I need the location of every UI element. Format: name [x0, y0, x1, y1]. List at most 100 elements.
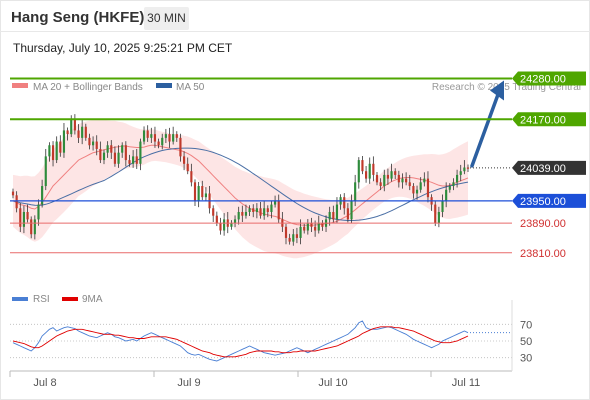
- legend-swatch-ma20: [12, 83, 28, 88]
- candle-body: [66, 130, 69, 135]
- candle: [455, 169, 459, 188]
- legend-swatch-ma50: [156, 83, 172, 88]
- main-plot: [11, 80, 504, 259]
- candle-body: [88, 137, 91, 146]
- candle: [426, 171, 430, 203]
- candle: [335, 197, 339, 224]
- candle-body: [70, 119, 73, 135]
- candle-body: [321, 223, 324, 227]
- candle-body: [212, 208, 215, 216]
- candle-body: [179, 137, 182, 157]
- candle-body: [135, 156, 138, 164]
- candle: [161, 133, 164, 150]
- candle-body: [455, 174, 459, 183]
- candle-body: [357, 160, 360, 183]
- candle: [448, 183, 451, 193]
- candle: [197, 181, 200, 208]
- level-tag-resistance: 24170.00: [512, 112, 586, 127]
- candle: [372, 156, 375, 182]
- candle: [37, 199, 40, 226]
- level-tag-bg: [512, 193, 586, 208]
- candle: [204, 187, 208, 202]
- instrument-title: Hang Seng (HKFE): [11, 9, 145, 26]
- candle: [237, 206, 240, 225]
- candle: [84, 123, 87, 141]
- level-value: 23810.00: [520, 248, 566, 260]
- candle: [219, 217, 222, 235]
- candle: [117, 145, 120, 168]
- candle-body: [437, 211, 440, 224]
- candle-body: [405, 178, 408, 183]
- candle-body: [186, 163, 189, 172]
- candle: [59, 135, 62, 157]
- candle-body: [51, 145, 55, 161]
- candle: [303, 223, 306, 234]
- candle-body: [292, 234, 295, 242]
- candle: [364, 166, 368, 183]
- level-tag-pivot: 23950.00: [512, 193, 586, 208]
- candle-body: [277, 200, 280, 220]
- ma20-line: [12, 144, 469, 226]
- candle-body: [175, 134, 178, 138]
- candle: [179, 133, 182, 162]
- x-tick-label: Jul 10: [318, 377, 347, 389]
- candle: [124, 141, 127, 167]
- candle: [48, 142, 51, 162]
- level-tag-resistance: 24280.00: [512, 71, 586, 86]
- candle-body: [306, 223, 309, 231]
- candle-body: [113, 152, 117, 164]
- candle: [306, 219, 309, 235]
- candle-body: [121, 145, 124, 153]
- candle-body: [372, 163, 375, 175]
- candle-body: [350, 200, 353, 220]
- candle-body: [244, 211, 248, 216]
- timeframe-button[interactable]: 30 MIN: [144, 7, 189, 30]
- candle: [175, 131, 178, 142]
- candle: [142, 126, 146, 145]
- ma50-line: [12, 147, 469, 221]
- candle: [102, 149, 106, 165]
- x-axis: Jul 8 Jul 9 Jul 10 Jul 11: [9, 371, 480, 389]
- candle: [332, 205, 335, 223]
- candle-body: [172, 134, 175, 142]
- level-tag-bg: [512, 160, 586, 175]
- candle: [321, 220, 324, 231]
- candle-body: [201, 186, 204, 198]
- candle-body: [99, 148, 102, 161]
- candle: [445, 182, 448, 208]
- candle: [288, 233, 291, 245]
- candle-body: [255, 208, 258, 212]
- level-value: 23890.00: [520, 218, 566, 230]
- candle-body: [335, 204, 339, 220]
- candle-body: [248, 208, 251, 212]
- candle: [463, 160, 466, 175]
- candle: [182, 151, 186, 171]
- candle-body: [41, 186, 44, 205]
- candle-body: [273, 200, 277, 205]
- candle-body: [463, 167, 466, 172]
- candle-body: [434, 204, 437, 224]
- candle-body: [317, 223, 320, 231]
- candle: [292, 229, 295, 246]
- candle: [277, 194, 280, 224]
- candle-body: [445, 189, 448, 201]
- candle: [135, 148, 138, 169]
- candle-body: [37, 204, 40, 220]
- candle: [412, 183, 415, 199]
- candle-body: [19, 208, 22, 227]
- candle: [81, 119, 84, 145]
- candle-body: [55, 141, 58, 161]
- candle: [263, 200, 266, 220]
- legend-swatch-rsi: [12, 297, 28, 301]
- level-value: 24280.00: [520, 74, 566, 86]
- candle: [95, 135, 98, 156]
- candle: [168, 127, 171, 148]
- candle-body: [95, 141, 98, 149]
- candle: [375, 171, 379, 186]
- candle-body: [219, 223, 222, 231]
- legend-label-rsi-ma: 9MA: [82, 294, 103, 305]
- candle: [383, 169, 386, 192]
- candle-body: [259, 208, 262, 216]
- candle: [357, 157, 360, 189]
